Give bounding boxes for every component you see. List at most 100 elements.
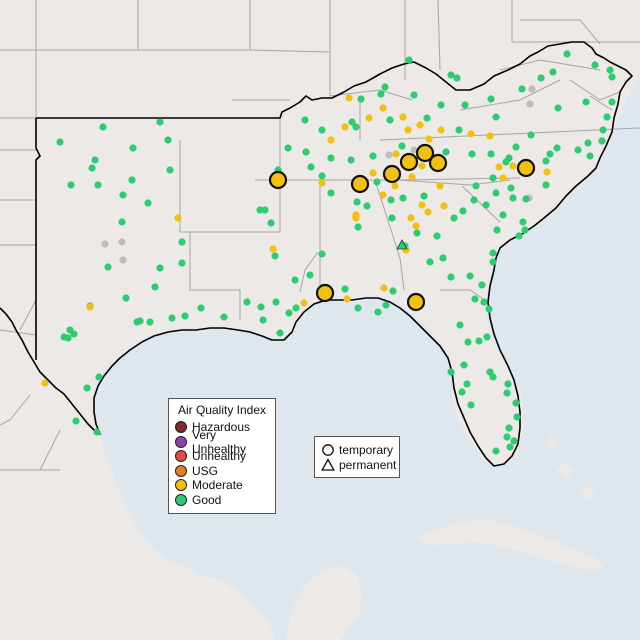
- monitor-good[interactable]: [492, 189, 500, 197]
- monitor-no-data[interactable]: [101, 240, 109, 248]
- monitor-moderate[interactable]: [416, 121, 424, 129]
- monitor-moderate[interactable]: [399, 113, 407, 121]
- monitor-good[interactable]: [256, 206, 264, 214]
- monitor-moderate[interactable]: [352, 211, 360, 219]
- monitor-good[interactable]: [257, 303, 265, 311]
- monitor-moderate[interactable]: [440, 202, 448, 210]
- monitor-good[interactable]: [104, 263, 112, 271]
- monitor-good[interactable]: [459, 207, 467, 215]
- monitor-good[interactable]: [485, 305, 493, 313]
- monitor-good[interactable]: [306, 271, 314, 279]
- monitor-moderate[interactable]: [418, 162, 426, 170]
- monitor-moderate[interactable]: [436, 182, 444, 190]
- monitor-moderate[interactable]: [408, 173, 416, 181]
- monitor-good[interactable]: [447, 368, 455, 376]
- monitor-good[interactable]: [489, 373, 497, 381]
- monitor-temporary-moderate[interactable]: [382, 164, 402, 184]
- monitor-good[interactable]: [91, 156, 99, 164]
- monitor-good[interactable]: [549, 68, 557, 76]
- monitor-good[interactable]: [433, 232, 441, 240]
- monitor-temporary-moderate[interactable]: [268, 170, 288, 190]
- monitor-good[interactable]: [327, 189, 335, 197]
- monitor-moderate[interactable]: [345, 94, 353, 102]
- monitor-good[interactable]: [272, 298, 280, 306]
- monitor-good[interactable]: [267, 219, 275, 227]
- monitor-good[interactable]: [243, 298, 251, 306]
- monitor-moderate[interactable]: [392, 150, 400, 158]
- monitor-good[interactable]: [439, 254, 447, 262]
- monitor-good[interactable]: [369, 152, 377, 160]
- monitor-good[interactable]: [475, 337, 483, 345]
- monitor-moderate[interactable]: [369, 169, 377, 177]
- monitor-good[interactable]: [492, 113, 500, 121]
- monitor-good[interactable]: [94, 181, 102, 189]
- monitor-good[interactable]: [302, 148, 310, 156]
- monitor-no-data[interactable]: [410, 146, 418, 154]
- monitor-good[interactable]: [405, 56, 413, 64]
- monitor-good[interactable]: [489, 174, 497, 182]
- monitor-temporary-moderate[interactable]: [315, 283, 335, 303]
- monitor-moderate[interactable]: [499, 174, 507, 182]
- monitor-good[interactable]: [489, 249, 497, 257]
- monitor-good[interactable]: [181, 312, 189, 320]
- monitor-good[interactable]: [603, 113, 611, 121]
- monitor-good[interactable]: [482, 201, 490, 209]
- monitor-good[interactable]: [164, 136, 172, 144]
- monitor-good[interactable]: [542, 157, 550, 165]
- monitor-moderate[interactable]: [424, 208, 432, 216]
- monitor-temporary-moderate[interactable]: [516, 158, 536, 178]
- monitor-good[interactable]: [399, 194, 407, 202]
- monitor-moderate[interactable]: [404, 126, 412, 134]
- monitor-no-data[interactable]: [118, 238, 126, 246]
- monitor-good[interactable]: [83, 384, 91, 392]
- monitor-good[interactable]: [156, 264, 164, 272]
- monitor-no-data[interactable]: [528, 85, 536, 93]
- monitor-good[interactable]: [507, 184, 515, 192]
- monitor-good[interactable]: [582, 98, 590, 106]
- monitor-temporary-moderate[interactable]: [406, 292, 426, 312]
- monitor-good[interactable]: [381, 83, 389, 91]
- monitor-moderate[interactable]: [343, 295, 351, 303]
- monitor-good[interactable]: [387, 196, 395, 204]
- monitor-moderate[interactable]: [341, 123, 349, 131]
- monitor-good[interactable]: [471, 295, 479, 303]
- monitor-good[interactable]: [348, 118, 356, 126]
- monitor-good[interactable]: [503, 433, 511, 441]
- monitor-moderate[interactable]: [300, 299, 308, 307]
- monitor-good[interactable]: [389, 287, 397, 295]
- monitor-good[interactable]: [504, 380, 512, 388]
- monitor-good[interactable]: [506, 443, 514, 451]
- monitor-good[interactable]: [261, 206, 269, 214]
- monitor-good[interactable]: [352, 123, 360, 131]
- monitor-good[interactable]: [450, 214, 458, 222]
- monitor-moderate[interactable]: [365, 114, 373, 122]
- monitor-moderate[interactable]: [425, 135, 433, 143]
- monitor-good[interactable]: [151, 283, 159, 291]
- monitor-good[interactable]: [515, 232, 523, 240]
- monitor-good[interactable]: [128, 176, 136, 184]
- monitor-good[interactable]: [509, 194, 517, 202]
- monitor-temporary-moderate[interactable]: [399, 152, 419, 172]
- monitor-good[interactable]: [133, 318, 141, 326]
- monitor-good[interactable]: [464, 338, 472, 346]
- monitor-no-data[interactable]: [526, 100, 534, 108]
- monitor-good[interactable]: [499, 211, 507, 219]
- monitor-good[interactable]: [354, 223, 362, 231]
- monitor-good[interactable]: [72, 417, 80, 425]
- monitor-good[interactable]: [554, 104, 562, 112]
- monitor-moderate[interactable]: [495, 163, 503, 171]
- monitor-good[interactable]: [88, 164, 96, 172]
- monitor-moderate[interactable]: [486, 132, 494, 140]
- monitor-moderate[interactable]: [437, 126, 445, 134]
- monitor-moderate[interactable]: [327, 136, 335, 144]
- monitor-good[interactable]: [122, 294, 130, 302]
- monitor-good[interactable]: [410, 91, 418, 99]
- monitor-good[interactable]: [285, 309, 293, 317]
- monitor-good[interactable]: [598, 137, 606, 145]
- monitor-good[interactable]: [586, 152, 594, 160]
- monitor-good[interactable]: [426, 258, 434, 266]
- monitor-moderate[interactable]: [467, 130, 475, 138]
- monitor-moderate[interactable]: [380, 284, 388, 292]
- monitor-good[interactable]: [318, 250, 326, 258]
- monitor-good[interactable]: [546, 150, 554, 158]
